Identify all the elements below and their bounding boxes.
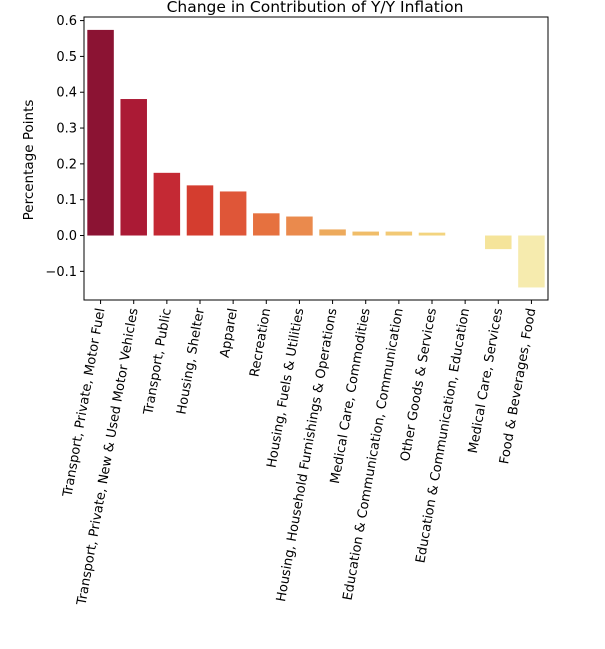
x-tick-label: Transport, Public bbox=[141, 307, 175, 417]
bar bbox=[418, 232, 446, 236]
x-tick-label: Medical Care, Services bbox=[466, 307, 506, 455]
bar bbox=[87, 29, 114, 236]
x-tick-label: Recreation bbox=[247, 307, 274, 378]
bar bbox=[186, 185, 214, 236]
y-axis-label: Percentage Points bbox=[21, 100, 37, 221]
x-tick-label: Housing, Shelter bbox=[174, 306, 208, 415]
x-tick-label: Apparel bbox=[218, 307, 241, 359]
y-tick-label: 0.6 bbox=[56, 14, 77, 29]
bar bbox=[153, 172, 181, 236]
x-tick-label: Transport, Private, New & Used Motor Veh… bbox=[74, 307, 141, 607]
bar bbox=[253, 213, 280, 236]
y-tick-label: 0.4 bbox=[56, 86, 77, 101]
bars-group bbox=[87, 29, 545, 288]
bar bbox=[120, 99, 147, 236]
y-tick-label: 0.5 bbox=[56, 50, 77, 65]
y-tick-label: 0.0 bbox=[56, 229, 77, 244]
bar bbox=[385, 231, 413, 236]
y-tick-label: 0.2 bbox=[56, 157, 77, 172]
y-tick-label: −0.1 bbox=[45, 265, 77, 280]
chart-title: Change in Contribution of Y/Y Inflation bbox=[167, 0, 464, 16]
bar bbox=[352, 231, 379, 236]
x-tick-label: Food & Beverages, Food bbox=[497, 307, 539, 465]
bar bbox=[485, 235, 512, 250]
bar bbox=[219, 191, 247, 236]
x-axis: Transport, Private, Motor FuelTransport,… bbox=[60, 300, 539, 607]
bar bbox=[518, 235, 545, 288]
y-tick-label: 0.1 bbox=[56, 193, 77, 208]
bar bbox=[286, 216, 313, 236]
plot-frame bbox=[83, 16, 549, 301]
bar bbox=[319, 229, 346, 236]
y-axis: −0.1 0.0 0.1 0.2 0.3 0.4 0.5 0.6 bbox=[45, 14, 84, 280]
x-tick-label: Other Goods & Services bbox=[398, 307, 440, 463]
y-tick-label: 0.3 bbox=[56, 122, 77, 137]
